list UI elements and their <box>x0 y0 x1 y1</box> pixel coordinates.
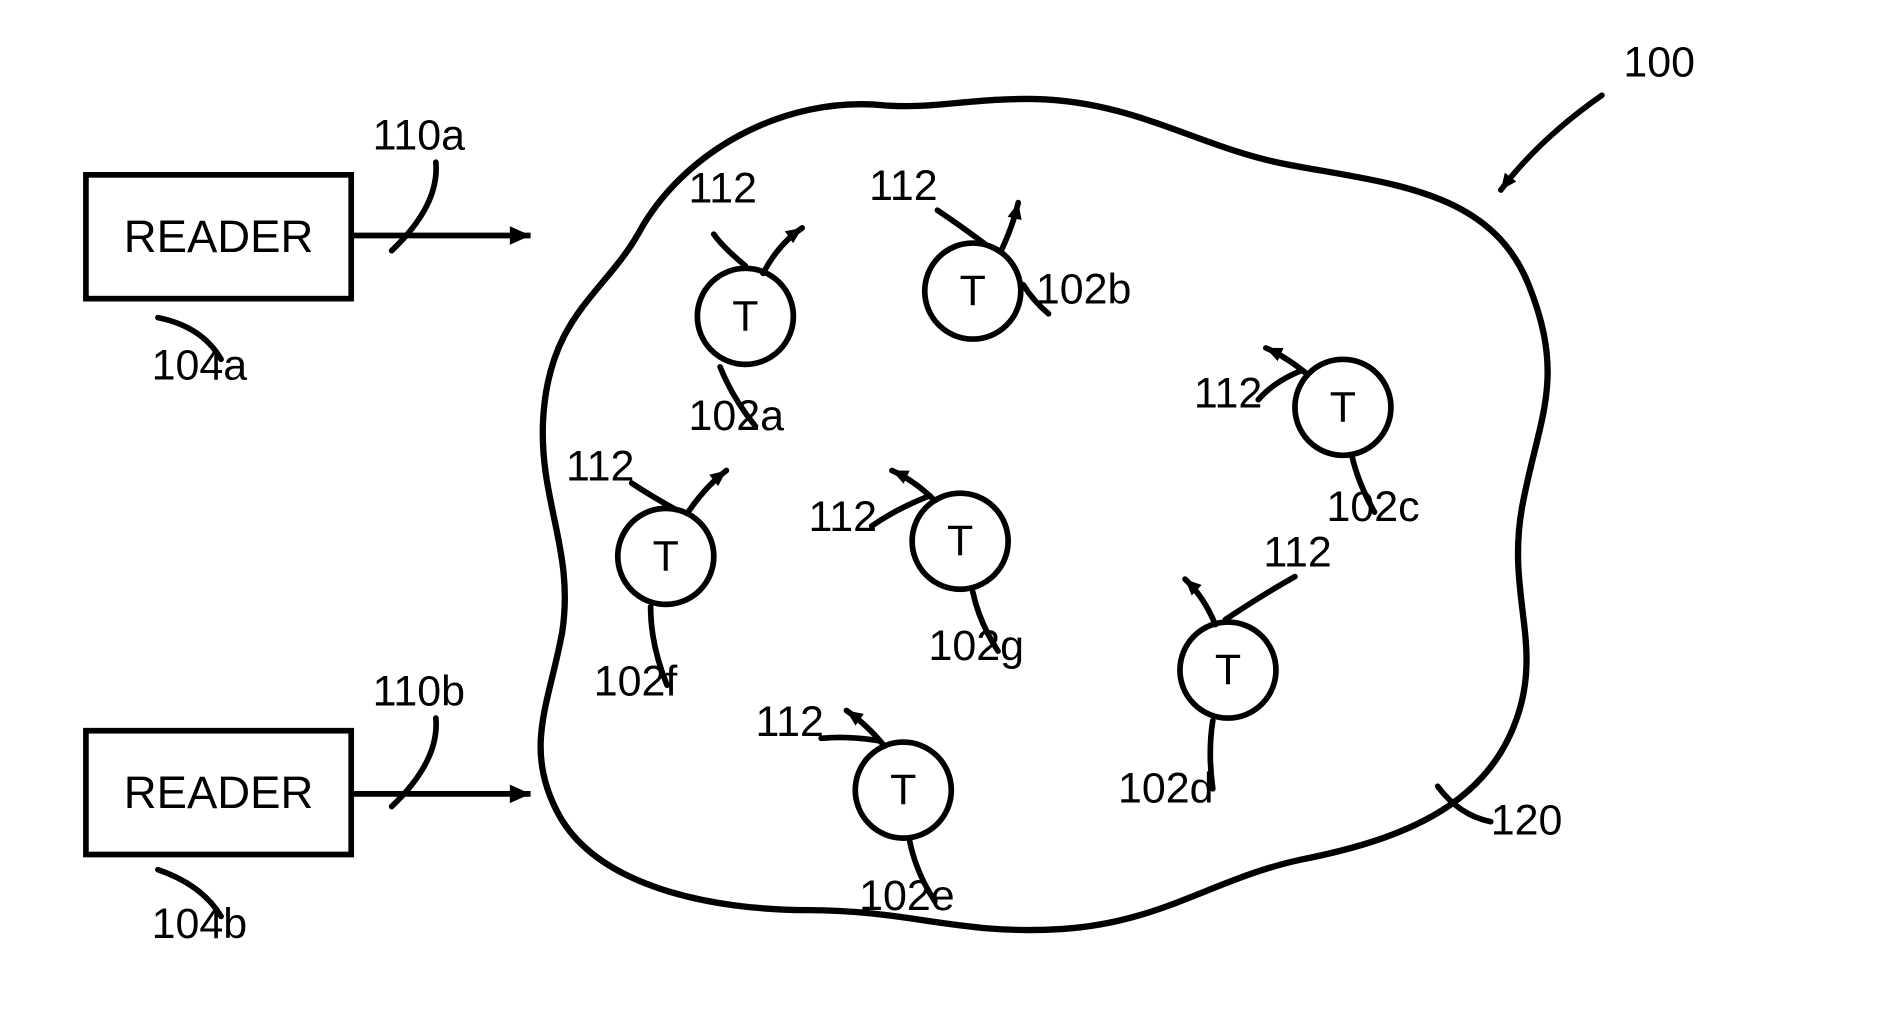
svg-text:112: 112 <box>566 443 634 491</box>
tag-letter: T <box>1330 383 1356 431</box>
tag-letter: T <box>732 292 758 340</box>
reader-a: READER <box>86 175 351 299</box>
tag-letter: T <box>947 517 973 565</box>
svg-text:110a: 110a <box>373 112 465 160</box>
reader-label: READER <box>124 211 314 262</box>
svg-text:112: 112 <box>755 698 823 746</box>
svg-text:102a: 102a <box>689 392 785 440</box>
svg-text:112: 112 <box>1194 369 1262 417</box>
svg-text:102d: 102d <box>1118 765 1214 813</box>
tag-letter: T <box>1215 646 1241 694</box>
svg-text:112: 112 <box>809 493 877 541</box>
tag-letter: T <box>960 267 986 315</box>
tag-b: T <box>925 243 1021 339</box>
reader-label: READER <box>124 767 314 818</box>
svg-text:102e: 102e <box>859 872 955 920</box>
tag-g: T <box>912 493 1008 589</box>
svg-text:104b: 104b <box>152 900 248 948</box>
reader-b: READER <box>86 731 351 855</box>
svg-text:120: 120 <box>1491 796 1563 844</box>
svg-text:102g: 102g <box>929 622 1025 670</box>
tag-e: T <box>855 742 951 838</box>
svg-text:100: 100 <box>1623 38 1695 86</box>
tag-d: T <box>1180 622 1276 718</box>
svg-text:102c: 102c <box>1327 483 1420 531</box>
tag-letter: T <box>653 532 679 580</box>
tag-a: T <box>697 268 793 364</box>
svg-text:104a: 104a <box>152 342 248 390</box>
svg-text:112: 112 <box>869 162 937 210</box>
svg-text:112: 112 <box>689 165 757 213</box>
svg-text:102b: 102b <box>1036 266 1132 314</box>
tag-f: T <box>618 508 714 604</box>
tag-letter: T <box>890 766 916 814</box>
svg-text:110b: 110b <box>373 667 465 715</box>
svg-text:112: 112 <box>1263 528 1331 576</box>
svg-text:102f: 102f <box>594 657 678 705</box>
